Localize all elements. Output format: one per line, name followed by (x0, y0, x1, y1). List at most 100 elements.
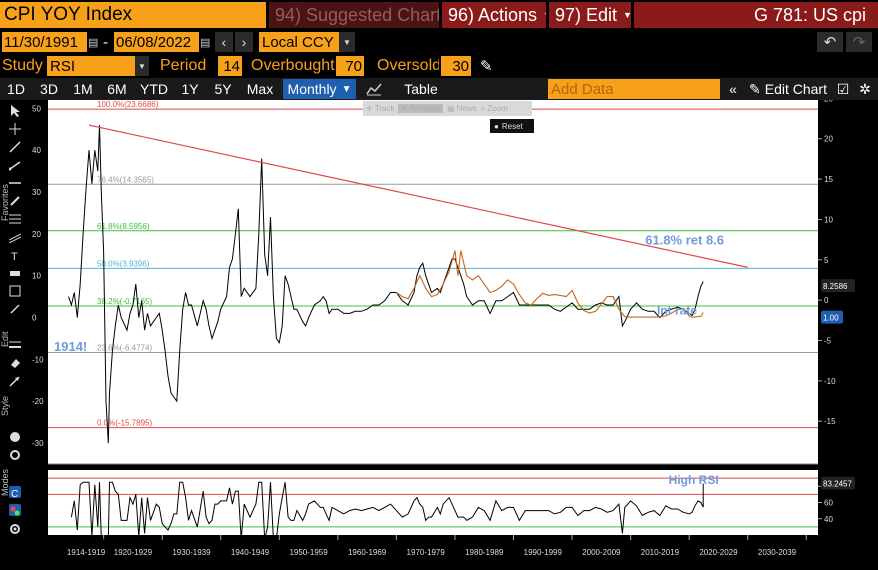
last-value-badge: 8.2586 (823, 282, 848, 291)
x-tick-label: 1970-1979 (407, 548, 446, 557)
fib-label: 23.6%(-6.4774) (97, 343, 152, 352)
oversold-input[interactable]: 30 (441, 56, 471, 76)
edit-square-icon[interactable]: ☑ (836, 80, 850, 97)
calendar-icon[interactable]: ▤ (88, 36, 99, 49)
track-label: Track (374, 104, 395, 113)
svg-text:T: T (11, 251, 18, 261)
overbought-label: Overbought (251, 57, 335, 74)
reset-icon: ● (494, 121, 499, 131)
x-tick-label: 1920-1929 (114, 548, 153, 557)
double-chevron-left-icon[interactable]: « (729, 81, 737, 97)
redo-icon[interactable]: ↷ (846, 32, 872, 52)
right-tick-label: -15 (824, 417, 836, 426)
x-tick-label: 1914-1919 (67, 548, 106, 557)
horizontal-line-icon[interactable] (9, 176, 21, 188)
line-weight-icon[interactable] (9, 338, 21, 350)
channel-icon[interactable] (8, 230, 22, 244)
mode-c-icon[interactable]: C (9, 486, 21, 500)
caret-down-icon: ▼ (623, 10, 631, 20)
prev-period-button[interactable]: ‹ (215, 32, 233, 52)
fib-label: 38.2%(-0.7165) (97, 297, 152, 306)
gear-icon[interactable]: ✲ (859, 80, 871, 97)
undo-icon[interactable]: ↶ (817, 32, 843, 52)
overbought-input[interactable]: 70 (336, 56, 364, 76)
security-title[interactable]: CPI YOY Index (0, 2, 266, 28)
pencil-icon[interactable]: ✎ (480, 58, 493, 75)
range-3d[interactable]: 3D (40, 81, 58, 97)
palette-icon[interactable] (9, 430, 21, 442)
range-1y[interactable]: 1Y (181, 81, 199, 97)
chevron-down-icon[interactable]: ▼ (339, 32, 355, 52)
actions-label: 96) Actions (448, 4, 538, 25)
brush-icon[interactable] (9, 194, 21, 206)
fib-label: 0.0%(-15.7895) (97, 419, 152, 428)
start-date-input[interactable]: 11/30/1991 (2, 32, 87, 52)
drawing-tools-sidebar: Favorites T Edit Style Modes C (0, 100, 30, 540)
left-tick-label: 40 (32, 146, 41, 155)
range-6m[interactable]: 6M (107, 81, 127, 97)
ray-icon[interactable] (8, 158, 21, 171)
right-tick-label: 10 (824, 215, 833, 224)
rsi-tick-label: 60 (824, 499, 833, 508)
annotate-label: Annotate (408, 104, 441, 113)
calendar-icon[interactable]: ▤ (200, 36, 211, 49)
line-chart-icon[interactable] (360, 79, 388, 99)
next-period-button[interactable]: › (235, 32, 253, 52)
layout-icon[interactable] (9, 284, 21, 297)
style-tab[interactable]: Style (0, 392, 10, 422)
rsi-line (70, 481, 704, 540)
x-tick-label: 1990-1999 (524, 548, 563, 557)
zoom-button[interactable]: ⌕ Zoom (480, 103, 508, 113)
range-5y[interactable]: 5Y (214, 81, 232, 97)
annotation-label: 61.8% ret 8.6 (645, 232, 724, 247)
mode-color-icon[interactable] (9, 504, 21, 516)
annotate-button[interactable]: ✎ Annotate (398, 104, 443, 113)
study-select[interactable]: RSI (47, 56, 135, 76)
edit-label: 97) Edit (555, 4, 618, 25)
news-button[interactable]: ▤ News (447, 104, 477, 113)
text-tool-icon[interactable]: T (9, 248, 21, 263)
left-tick-label: 0 (32, 314, 37, 323)
int-rate-series-line (396, 250, 704, 318)
right-tick-label: 20 (824, 135, 833, 144)
range-max[interactable]: Max (246, 81, 274, 97)
actions-menu[interactable]: 96) Actions ▼ (442, 2, 546, 28)
date-bar: 11/30/1991 ▤ - 06/08/2022 ▤ ‹ › Local CC… (0, 30, 878, 54)
x-tick-label: 2020-2029 (699, 548, 738, 557)
range-1d[interactable]: 1D (7, 81, 25, 97)
eraser-icon[interactable] (9, 266, 21, 278)
edit-menu[interactable]: 97) Edit ▼ (549, 2, 631, 28)
reset-button[interactable]: ● Reset (490, 119, 534, 133)
x-tick-label: 1930-1939 (172, 548, 211, 557)
right-tick-label: 25 (824, 100, 833, 103)
cursor-icon[interactable] (9, 104, 21, 117)
range-ytd[interactable]: YTD (140, 81, 168, 97)
period-input[interactable]: 14 (218, 56, 242, 76)
trendline-icon[interactable] (9, 140, 21, 153)
pen-icon[interactable] (9, 302, 21, 314)
x-tick-label: 1960-1969 (348, 548, 387, 557)
settings-icon[interactable] (9, 448, 21, 460)
edit-chart-label: Edit Chart (764, 81, 827, 97)
period-label: Period (160, 57, 207, 74)
gear-icon[interactable] (9, 522, 21, 534)
last-value-badge-bg (821, 279, 855, 293)
suggested-charts-button[interactable]: 94) Suggested Charts (269, 2, 439, 28)
edit-chart-button[interactable]: ✎ Edit Chart (746, 79, 830, 99)
rsi-last-value-badge: 83.2457 (823, 480, 852, 489)
add-data-input[interactable]: Add Data (548, 79, 720, 99)
right-tick-label: 15 (824, 175, 833, 184)
range-1m[interactable]: 1M (73, 81, 93, 97)
right-value-badge-bg (821, 310, 843, 324)
chevron-down-icon[interactable]: ▼ (135, 56, 149, 76)
paint-icon[interactable] (9, 356, 21, 368)
currency-select[interactable]: Local CCY (259, 32, 339, 52)
arrow-icon[interactable] (9, 374, 21, 387)
frequency-select[interactable]: Monthly ▼ (283, 79, 356, 99)
rsi-last-value-badge-bg (821, 476, 855, 490)
crosshair-icon[interactable] (9, 122, 21, 135)
table-button[interactable]: Table (404, 81, 438, 97)
track-button[interactable]: ✛ Track (366, 104, 395, 113)
fibonacci-icon[interactable] (9, 212, 21, 224)
end-date-input[interactable]: 06/08/2022 (114, 32, 199, 52)
